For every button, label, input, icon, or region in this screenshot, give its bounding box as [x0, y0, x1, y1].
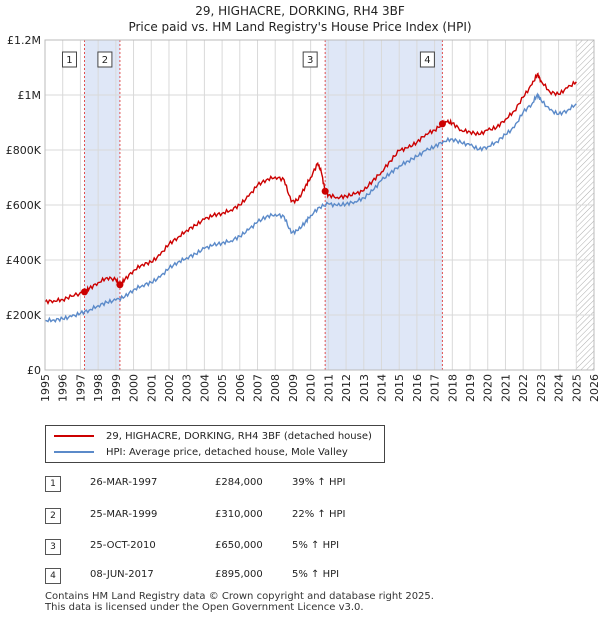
x-tick-label: 2019: [464, 374, 477, 402]
transaction-label-box: [302, 51, 318, 68]
transaction-hpi-diff: 39% ↑ HPI: [292, 477, 346, 488]
x-tick-label: 2013: [358, 374, 371, 402]
x-tick-label: 2007: [252, 374, 265, 402]
x-tick-label: 2008: [269, 374, 282, 402]
x-tick-label: 2009: [287, 374, 300, 402]
x-tick-label: 1995: [39, 374, 52, 402]
footer-licence: This data is licensed under the Open Gov…: [45, 602, 364, 613]
transaction-label: 3: [307, 55, 313, 66]
legend: 29, HIGHACRE, DORKING, RH4 3BF (detached…: [45, 425, 385, 463]
price-chart: £0 £200K £400K £600K £800K £1M £1.2M 1995 1996 19…: [6, 34, 600, 402]
chart-subtitle: Price paid vs. HM Land Registry's House …: [128, 20, 472, 34]
transaction-number: 3: [45, 539, 61, 555]
x-tick-label: 2021: [499, 374, 512, 402]
plot-border: [44, 39, 595, 371]
legend-label-hpi: HPI: Average price, detached house, Mole…: [106, 446, 348, 458]
table-row: 4 08-JUN-2017 £895,000 5% ↑ HPI: [0, 568, 600, 586]
legend-item-property: 29, HIGHACRE, DORKING, RH4 3BF (detached…: [54, 429, 372, 443]
transaction-label-box: [419, 51, 435, 68]
transaction-label: 4: [424, 55, 430, 66]
x-tick-label: 2005: [216, 374, 229, 402]
x-tick-label: 2000: [128, 374, 141, 402]
transaction-price: £284,000: [215, 477, 263, 488]
footer-copyright: Contains HM Land Registry data © Crown c…: [45, 591, 434, 602]
transaction-label: 2: [102, 55, 108, 66]
x-tick-label: 2011: [322, 374, 335, 402]
y-tick-label: £600K: [6, 199, 42, 212]
legend-label-property: 29, HIGHACRE, DORKING, RH4 3BF (detached…: [106, 430, 372, 442]
x-tick-label: 2022: [517, 374, 530, 402]
legend-item-hpi: HPI: Average price, detached house, Mole…: [54, 445, 348, 459]
legend-swatch-property: [54, 435, 94, 437]
x-tick-label: 2002: [163, 374, 176, 402]
x-tick-label: 1998: [92, 374, 105, 402]
x-tick-label: 2012: [340, 374, 353, 402]
y-tick-label: £800K: [6, 144, 42, 157]
table-row: 2 25-MAR-1999 £310,000 22% ↑ HPI: [0, 508, 600, 526]
transaction-hpi-diff: 5% ↑ HPI: [292, 569, 340, 580]
x-tick-label: 2001: [145, 374, 158, 402]
transaction-price: £310,000: [215, 509, 263, 520]
y-tick-label: £1.2M: [7, 34, 41, 47]
y-tick-label: £1M: [18, 89, 42, 102]
sale-marker: [80, 288, 88, 296]
table-row: 1 26-MAR-1997 £284,000 39% ↑ HPI: [0, 476, 600, 494]
sale-marker: [321, 187, 329, 195]
x-tick-label: 2024: [553, 374, 566, 402]
transaction-number: 2: [45, 508, 61, 524]
legend-swatch-hpi: [54, 451, 94, 453]
x-tick-label: 2018: [446, 374, 459, 402]
transaction-number: 4: [45, 568, 61, 584]
x-tick-label: 2015: [393, 374, 406, 402]
transaction-hpi-diff: 5% ↑ HPI: [292, 540, 340, 551]
transaction-label: 1: [66, 55, 72, 66]
x-tick-label: 2004: [198, 374, 211, 402]
transaction-date: 08-JUN-2017: [90, 569, 154, 580]
x-tick-label: 2020: [482, 374, 495, 402]
x-tick-label: 2016: [411, 374, 424, 402]
footer: Contains HM Land Registry data © Crown c…: [45, 591, 434, 613]
y-tick-label: £400K: [6, 254, 42, 267]
y-tick-label: £200K: [6, 309, 42, 322]
y-tick-label: £0: [27, 364, 41, 377]
transaction-price: £650,000: [215, 540, 263, 551]
transaction-label-box: [97, 51, 113, 68]
transaction-date: 26-MAR-1997: [90, 477, 158, 488]
x-tick-label: 2025: [570, 374, 583, 402]
transaction-hpi-diff: 22% ↑ HPI: [292, 509, 346, 520]
hpi-line: [44, 92, 577, 324]
chart-title: 29, HIGHACRE, DORKING, RH4 3BF: [195, 4, 405, 18]
transaction-date: 25-MAR-1999: [90, 509, 158, 520]
x-tick-label: 2017: [429, 374, 442, 402]
transaction-price: £895,000: [215, 569, 263, 580]
x-tick-label: 2026: [588, 374, 600, 402]
x-tick-label: 1999: [110, 374, 123, 402]
x-tick-label: 2003: [181, 374, 194, 402]
transaction-number: 1: [45, 476, 61, 492]
x-tick-label: 2014: [375, 374, 388, 402]
x-tick-label: 1997: [74, 374, 87, 402]
x-tick-label: 2023: [535, 374, 548, 402]
property-price-line: [44, 72, 577, 305]
x-tick-label: 2006: [234, 374, 247, 402]
x-tick-label: 2010: [305, 374, 318, 402]
sale-marker: [438, 120, 446, 128]
x-tick-label: 1996: [57, 374, 70, 402]
sale-marker: [116, 281, 124, 289]
transaction-label-box: [61, 51, 77, 68]
transaction-date: 25-OCT-2010: [90, 540, 156, 551]
table-row: 3 25-OCT-2010 £650,000 5% ↑ HPI: [0, 539, 600, 557]
